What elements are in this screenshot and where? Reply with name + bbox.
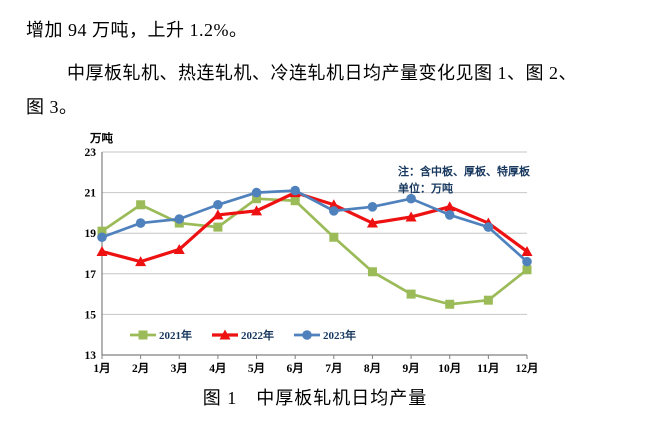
data-point-2023年: [213, 199, 223, 210]
data-point-2021年: [406, 289, 416, 299]
paragraph-line: 增加 94 万吨，上升 1.2%。: [26, 20, 248, 40]
legend-label-2023年: 2023年: [323, 328, 356, 342]
data-point-2022年: [212, 209, 224, 220]
y-axis-unit-label: 万吨: [89, 131, 113, 145]
data-point-2022年: [444, 201, 456, 212]
data-point-2022年: [96, 245, 108, 256]
x-tick-label: 5月: [248, 362, 265, 375]
data-point-2022年: [405, 211, 417, 222]
x-tick-label: 1月: [93, 362, 110, 375]
x-tick-label: 4月: [209, 362, 226, 375]
figure-caption: 图 1 中厚板轧机日均产量: [202, 388, 428, 408]
data-point-2023年: [406, 193, 416, 204]
y-tick-label: 19: [85, 228, 97, 240]
data-point-2022年: [521, 245, 533, 256]
data-point-2021年: [445, 299, 455, 309]
paragraph-line: 图 3。: [26, 97, 78, 117]
data-point-2023年: [522, 256, 532, 267]
series-line-2022年: [101, 190, 528, 264]
x-tick-label: 8月: [364, 362, 381, 375]
data-point-2021年: [329, 232, 339, 242]
data-point-2023年: [329, 206, 339, 216]
data-point-2023年: [135, 218, 146, 228]
series-line-2023年: [101, 189, 528, 263]
series-line-2021年: [101, 197, 528, 306]
data-point-2022年: [173, 243, 185, 254]
legend-marker-2023年: [302, 330, 312, 340]
data-point-2022年: [328, 199, 340, 210]
chart-note-line: 注：含中板、厚板、特厚板: [398, 164, 531, 178]
x-tick-label: 6月: [287, 362, 304, 375]
x-tick-label: 7月: [325, 362, 342, 375]
data-point-2023年: [367, 202, 378, 212]
data-point-2021年: [213, 222, 223, 232]
x-tick-label: 9月: [402, 362, 419, 375]
data-point-2023年: [290, 185, 300, 196]
y-tick-label: 21: [85, 188, 97, 200]
data-point-2022年: [251, 205, 263, 216]
legend-marker-2022年: [219, 329, 231, 340]
x-tick-label: 3月: [171, 362, 188, 375]
data-point-2023年: [97, 232, 107, 243]
chart-note-line: 单位：万吨: [398, 181, 453, 195]
data-point-2023年: [483, 222, 494, 232]
y-tick-label: 15: [85, 309, 97, 321]
legend-label-2022年: 2022年: [241, 328, 274, 342]
data-point-2023年: [251, 187, 262, 198]
data-point-2022年: [135, 256, 147, 267]
legend-marker-2021年: [138, 330, 148, 340]
paragraph-line: 中厚板轧机、热连轧机、冷连轧机日均产量变化见图 1、图 2、: [67, 63, 577, 83]
data-point-2022年: [366, 217, 378, 228]
data-point-2021年: [97, 226, 107, 236]
data-point-2023年: [444, 210, 455, 220]
data-point-2021年: [290, 196, 300, 206]
chart-figure: 23 21 19 17 15 13 1月 2月 3月 4月 5月 6月 7月 8月 9月 10月 11月 12月 万…: [60, 128, 647, 378]
y-tick-label: 23: [85, 147, 97, 159]
data-point-2021年: [522, 265, 532, 275]
data-point-2021年: [136, 200, 146, 210]
x-tick-label: 2月: [132, 362, 149, 375]
data-point-2021年: [367, 267, 377, 277]
x-tick-label: 10月: [438, 362, 461, 375]
x-tick-label: 11月: [477, 362, 499, 375]
y-tick-label: 13: [85, 350, 97, 362]
x-tick-label: 12月: [516, 362, 539, 375]
legend-label-2021年: 2021年: [159, 328, 192, 342]
y-tick-label: 17: [85, 269, 97, 281]
data-point-2023年: [174, 214, 185, 224]
data-point-2021年: [252, 194, 262, 204]
data-point-2021年: [483, 295, 493, 305]
